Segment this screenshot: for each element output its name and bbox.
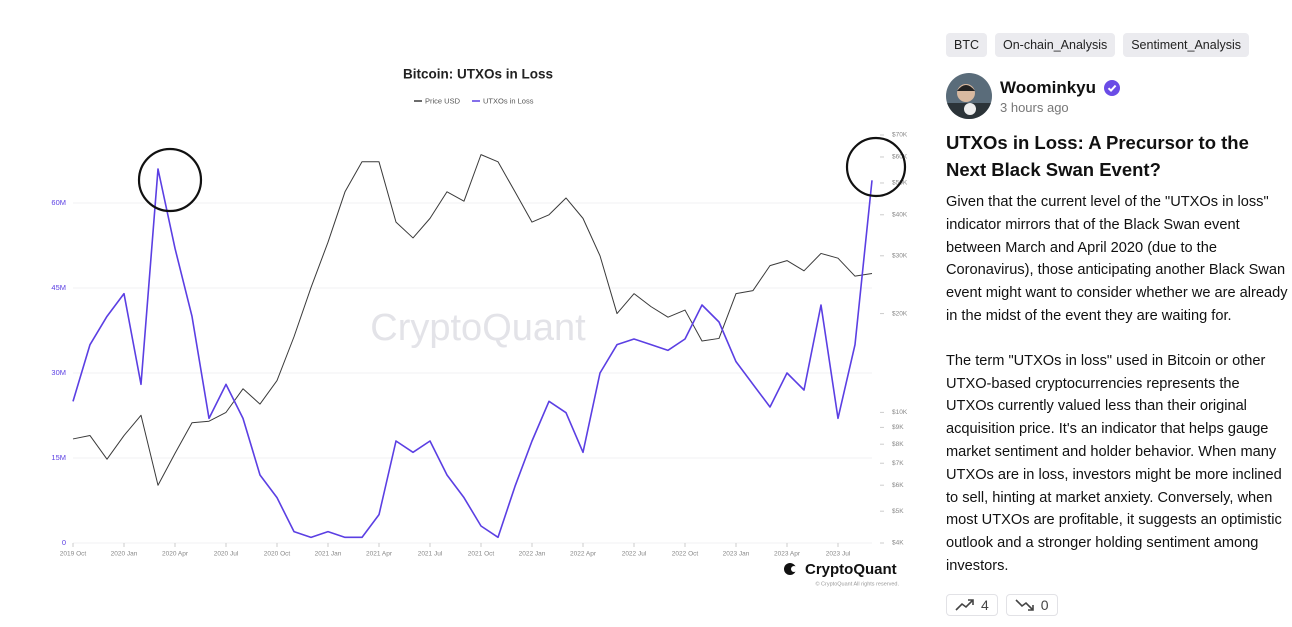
x-tick-label: 2020 Jul — [214, 551, 239, 558]
tag-list: BTC On-chain_Analysis Sentiment_Analysis — [946, 33, 1288, 57]
y2-tick-label: $40K — [892, 211, 908, 218]
y2-tick-label: $4K — [892, 540, 904, 547]
tag[interactable]: Sentiment_Analysis — [1123, 33, 1249, 57]
series-line — [72, 168, 873, 539]
x-tick-label: 2022 Jul — [622, 551, 647, 558]
tag[interactable]: BTC — [946, 33, 987, 57]
x-tick-label: 2022 Oct — [672, 551, 699, 558]
avatar-image — [946, 73, 992, 119]
x-tick-label: 2019 Oct — [60, 551, 87, 558]
legend-label: Price USD — [425, 96, 461, 105]
y-tick-label: 0 — [62, 538, 66, 547]
paragraph: The term "UTXOs in loss" used in Bitcoin… — [946, 352, 1282, 574]
avatar[interactable] — [946, 73, 992, 119]
logo-icon — [791, 566, 797, 572]
author-name[interactable]: Woominkyu — [1000, 77, 1097, 97]
y2-tick-label: $8K — [892, 441, 904, 448]
logo-icon — [784, 563, 796, 575]
series-line — [72, 154, 873, 486]
name-row: Woominkyu — [1000, 77, 1121, 98]
y2-tick-label: $7K — [892, 460, 904, 467]
lines — [72, 154, 873, 539]
y-tick-label: 45M — [51, 283, 66, 292]
boost-button[interactable]: 4 — [946, 593, 998, 616]
source: CryptoQuant — [805, 561, 897, 578]
y-tick-label: 30M — [51, 368, 66, 377]
drop-button[interactable]: 0 — [1005, 593, 1058, 616]
x-tick-label: 2021 Apr — [366, 551, 393, 558]
x-tick-label: 2022 Apr — [570, 551, 597, 558]
copyright: © CryptoQuant All rights reserved. — [815, 580, 899, 587]
paragraph: Given that the current level of the "UTX… — [946, 194, 1288, 324]
y2-tick-label: $30K — [892, 252, 908, 259]
author-info: Woominkyu 3 hours ago — [1000, 77, 1121, 115]
x-tick-label: 2020 Jan — [111, 551, 138, 558]
post-panel: BTC On-chain_Analysis Sentiment_Analysis… — [946, 33, 1288, 616]
y2-tick-label: $70K — [892, 132, 908, 139]
highlight-circle — [845, 136, 907, 198]
x-tick-label: 2023 Jan — [723, 551, 750, 558]
source-logo: CryptoQuant © CryptoQuant All rights res… — [784, 561, 899, 587]
trend-down-icon — [1015, 599, 1034, 611]
y2-tick-label: $6K — [892, 482, 904, 489]
x-tick-label: 2023 Apr — [774, 551, 801, 558]
x-tick-label: 2022 Jan — [519, 551, 546, 558]
post-title: UTXOs in Loss: A Precursor to the Next B… — [946, 132, 1249, 180]
author: Woominkyu 3 hours ago — [946, 73, 1288, 119]
x-tick-label: 2021 Oct — [468, 551, 495, 558]
grid: 0 15M 30M 45M 60M $4K $5K $6K $7K $8K $9K $10K $20K $… — [51, 132, 907, 558]
y2-tick-label: $10K — [892, 409, 908, 416]
post-time: 3 hours ago — [1000, 99, 1069, 115]
y2-tick-label: $20K — [892, 310, 908, 317]
reactions: 4 0 — [946, 593, 1288, 616]
y2-tick-label: $9K — [892, 424, 904, 431]
x-tick-label: 2021 Jan — [315, 551, 342, 558]
y-tick-label: 60M — [51, 198, 66, 207]
chart-title: Bitcoin: UTXOs in Loss — [403, 67, 553, 82]
legend-label: UTXOs in Loss — [483, 96, 534, 105]
x-tick-label: 2021 Jul — [418, 551, 443, 558]
highlight-circle — [137, 147, 203, 213]
chart: Bitcoin: UTXOs in Loss CryptoQuant Price… — [51, 67, 907, 588]
trend-up-icon — [955, 598, 974, 611]
legend: Price USD UTXOs in Loss — [414, 96, 534, 105]
y2-tick-label: $60K — [892, 154, 908, 161]
tag[interactable]: On-chain_Analysis — [995, 33, 1116, 57]
verified-badge — [1104, 79, 1121, 96]
y-tick-label: 15M — [51, 453, 66, 462]
watermark: CryptoQuant — [370, 307, 586, 349]
x-tick-label: 2023 Jul — [826, 551, 851, 558]
x-tick-label: 2020 Oct — [264, 551, 291, 558]
y2-tick-label: $5K — [892, 508, 904, 515]
x-tick-label: 2020 Apr — [162, 551, 189, 558]
boost-count: 4 — [981, 596, 989, 613]
drop-count: 0 — [1040, 596, 1049, 613]
